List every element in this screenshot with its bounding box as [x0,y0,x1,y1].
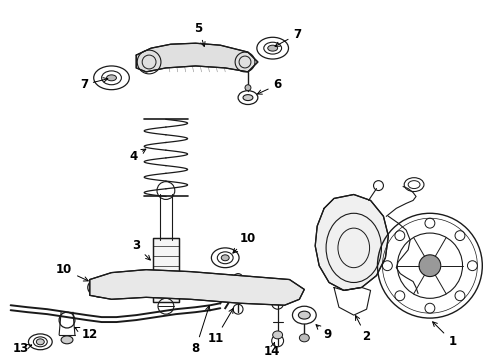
Polygon shape [153,238,179,302]
Text: 10: 10 [56,263,88,281]
Text: 7: 7 [80,78,108,91]
Text: 9: 9 [316,325,331,341]
Ellipse shape [36,339,44,345]
Polygon shape [90,270,304,305]
Ellipse shape [299,334,309,342]
Polygon shape [136,43,258,72]
Text: 10: 10 [233,231,256,253]
Ellipse shape [298,311,310,319]
Text: 11: 11 [207,309,233,345]
Text: 5: 5 [195,22,205,46]
Ellipse shape [243,95,253,100]
Text: 8: 8 [192,306,210,355]
Polygon shape [315,194,389,291]
Text: 14: 14 [264,342,280,358]
Ellipse shape [106,75,117,81]
Ellipse shape [268,45,278,51]
Ellipse shape [98,284,105,291]
Text: 4: 4 [129,149,146,163]
Circle shape [419,255,441,276]
Text: 13: 13 [12,342,32,355]
Ellipse shape [221,255,229,261]
Text: 3: 3 [132,239,150,260]
Ellipse shape [61,336,73,344]
Text: 7: 7 [275,28,301,46]
Circle shape [245,85,251,91]
Ellipse shape [273,331,283,339]
Text: 1: 1 [433,322,457,348]
Text: 12: 12 [75,328,98,341]
Text: 2: 2 [356,316,370,343]
Text: 6: 6 [257,78,282,94]
